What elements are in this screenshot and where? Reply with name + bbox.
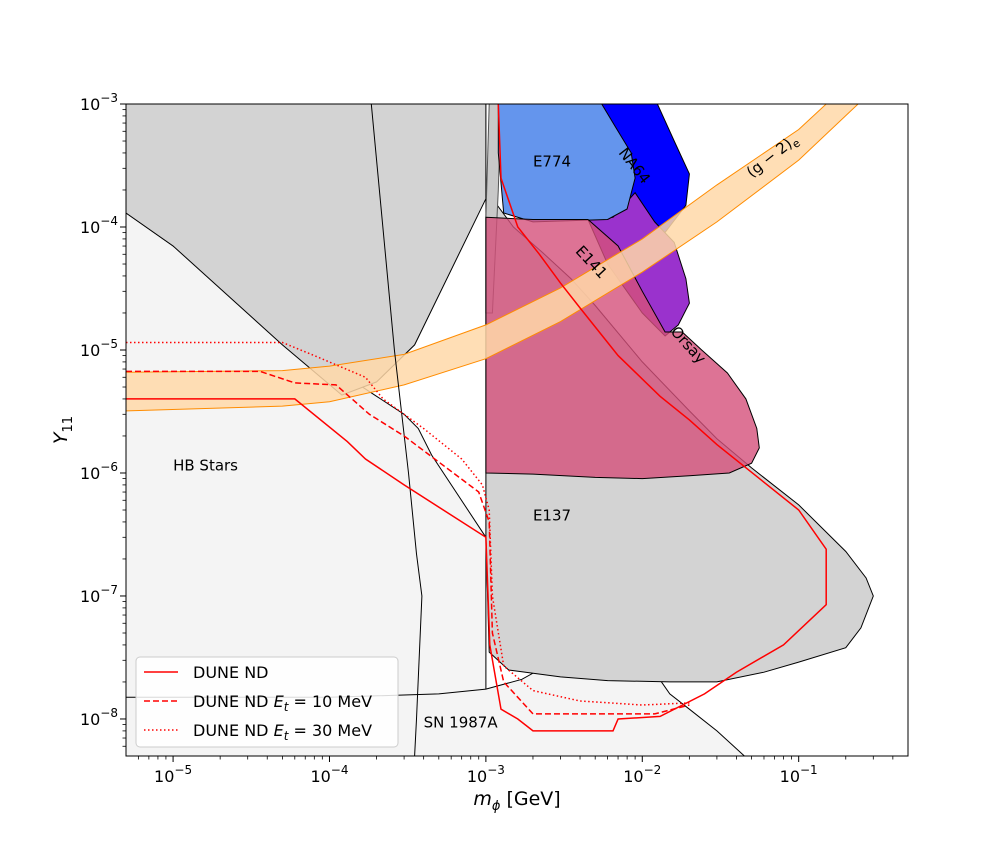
y-tick-label: 10−5 bbox=[80, 337, 118, 360]
x-axis-title: mϕ [GeV] bbox=[473, 788, 560, 814]
plot-frame bbox=[125, 103, 909, 757]
label-e774: E774 bbox=[533, 153, 571, 171]
series-dune-nd-et-10 bbox=[126, 370, 690, 715]
series-dune-nd bbox=[126, 104, 827, 732]
x-tick-label: 10−5 bbox=[154, 763, 192, 786]
region-e774 bbox=[497, 104, 636, 223]
label-hb: HB Stars bbox=[173, 456, 238, 474]
series-dune-nd-et-30 bbox=[126, 341, 690, 706]
legend-box bbox=[135, 656, 399, 748]
label-sn: SN 1987A bbox=[424, 714, 499, 732]
x-tick-label: 10−3 bbox=[467, 763, 505, 786]
x-tick-label: 10−1 bbox=[780, 763, 818, 786]
y-tick-label: 10−4 bbox=[80, 214, 118, 237]
y-tick-label: 10−8 bbox=[80, 706, 118, 729]
x-tick-label: 10−4 bbox=[310, 763, 348, 786]
y-axis-title: Y11 bbox=[50, 416, 76, 444]
legend: DUNE ND DUNE ND Et = 10 MeV DUNE ND Et =… bbox=[135, 656, 399, 748]
line-sn-boundary bbox=[370, 104, 423, 756]
label-e137: E137 bbox=[533, 507, 571, 525]
y-tick-label: 10−3 bbox=[80, 91, 118, 114]
legend-label-dune-nd-et30: DUNE ND Et = 30 MeV bbox=[193, 721, 372, 743]
region-g-2-e bbox=[126, 104, 859, 412]
y-tick-label: 10−6 bbox=[80, 460, 118, 483]
legend-label-dune-nd-et10: DUNE ND Et = 10 MeV bbox=[193, 692, 372, 714]
y-tick-label: 10−7 bbox=[80, 583, 118, 606]
x-tick-label: 10−2 bbox=[623, 763, 661, 786]
legend-label-dune-nd: DUNE ND bbox=[193, 663, 268, 682]
